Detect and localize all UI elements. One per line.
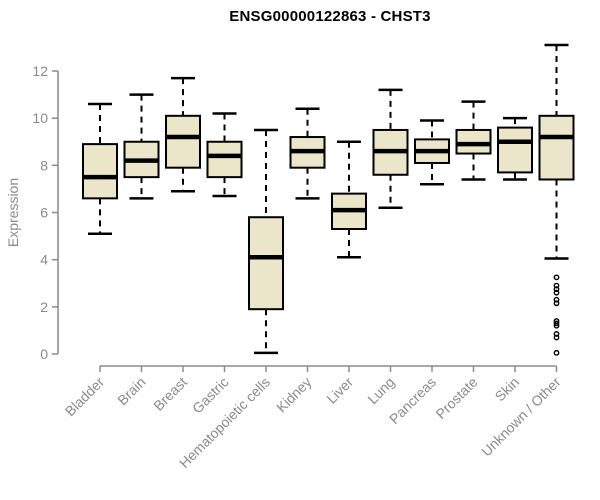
box-pancreas xyxy=(414,119,450,186)
box-hematopoietic-cells xyxy=(248,128,284,355)
outlier-point xyxy=(553,289,560,296)
outlier-point xyxy=(553,322,560,329)
outlier-point xyxy=(553,274,560,281)
outlier-point xyxy=(553,300,560,307)
x-tick-label-brain: Brain xyxy=(114,374,148,408)
iqr-box xyxy=(206,140,243,179)
iqr-box xyxy=(455,128,492,155)
x-tick-label-bladder: Bladder xyxy=(62,374,108,420)
outlier-point xyxy=(553,320,560,327)
y-tick-label: 8 xyxy=(40,157,48,173)
y-axis-title: Expression xyxy=(5,178,21,247)
box-prostate xyxy=(455,100,492,181)
box-kidney xyxy=(289,107,326,200)
y-axis: 0 2 4 6 8 10 12 Expression xyxy=(5,63,59,362)
y-tick-label: 10 xyxy=(32,110,48,126)
box-brain xyxy=(123,93,160,200)
iqr-box xyxy=(82,143,118,200)
x-tick-label-lung: Lung xyxy=(364,374,397,407)
box-breast xyxy=(165,76,201,193)
outlier-point xyxy=(553,286,560,293)
outlier-point xyxy=(553,296,560,303)
box-unknown-other xyxy=(538,43,575,356)
box-lung xyxy=(372,88,409,210)
y-tick-label: 4 xyxy=(40,252,48,268)
y-tick-label: 0 xyxy=(40,346,48,362)
y-tick-label: 2 xyxy=(40,299,48,315)
x-tick-label-skin: Skin xyxy=(492,374,523,405)
x-tick-label-breast: Breast xyxy=(150,374,190,414)
x-tick-label-kidney: Kidney xyxy=(273,374,315,416)
outlier-point xyxy=(553,282,560,289)
iqr-box xyxy=(497,126,533,174)
y-tick-label: 12 xyxy=(32,63,48,79)
x-tick-label-prostate: Prostate xyxy=(432,374,480,422)
iqr-box xyxy=(538,114,575,181)
x-tick-label-liver: Liver xyxy=(323,374,356,407)
outlier-point xyxy=(553,331,560,337)
x-tick-label-unknown-other: Unknown / Other xyxy=(478,374,564,460)
y-tick-label: 6 xyxy=(40,205,48,221)
chart-title: ENSG00000122863 - CHST3 xyxy=(229,8,431,25)
box-skin xyxy=(497,116,533,181)
outlier-point xyxy=(553,349,560,356)
box-liver xyxy=(331,140,367,259)
box-bladder xyxy=(82,102,118,235)
iqr-box xyxy=(248,216,284,311)
box-gastric xyxy=(206,112,243,198)
iqr-box xyxy=(165,114,201,169)
outlier-point xyxy=(553,334,560,341)
